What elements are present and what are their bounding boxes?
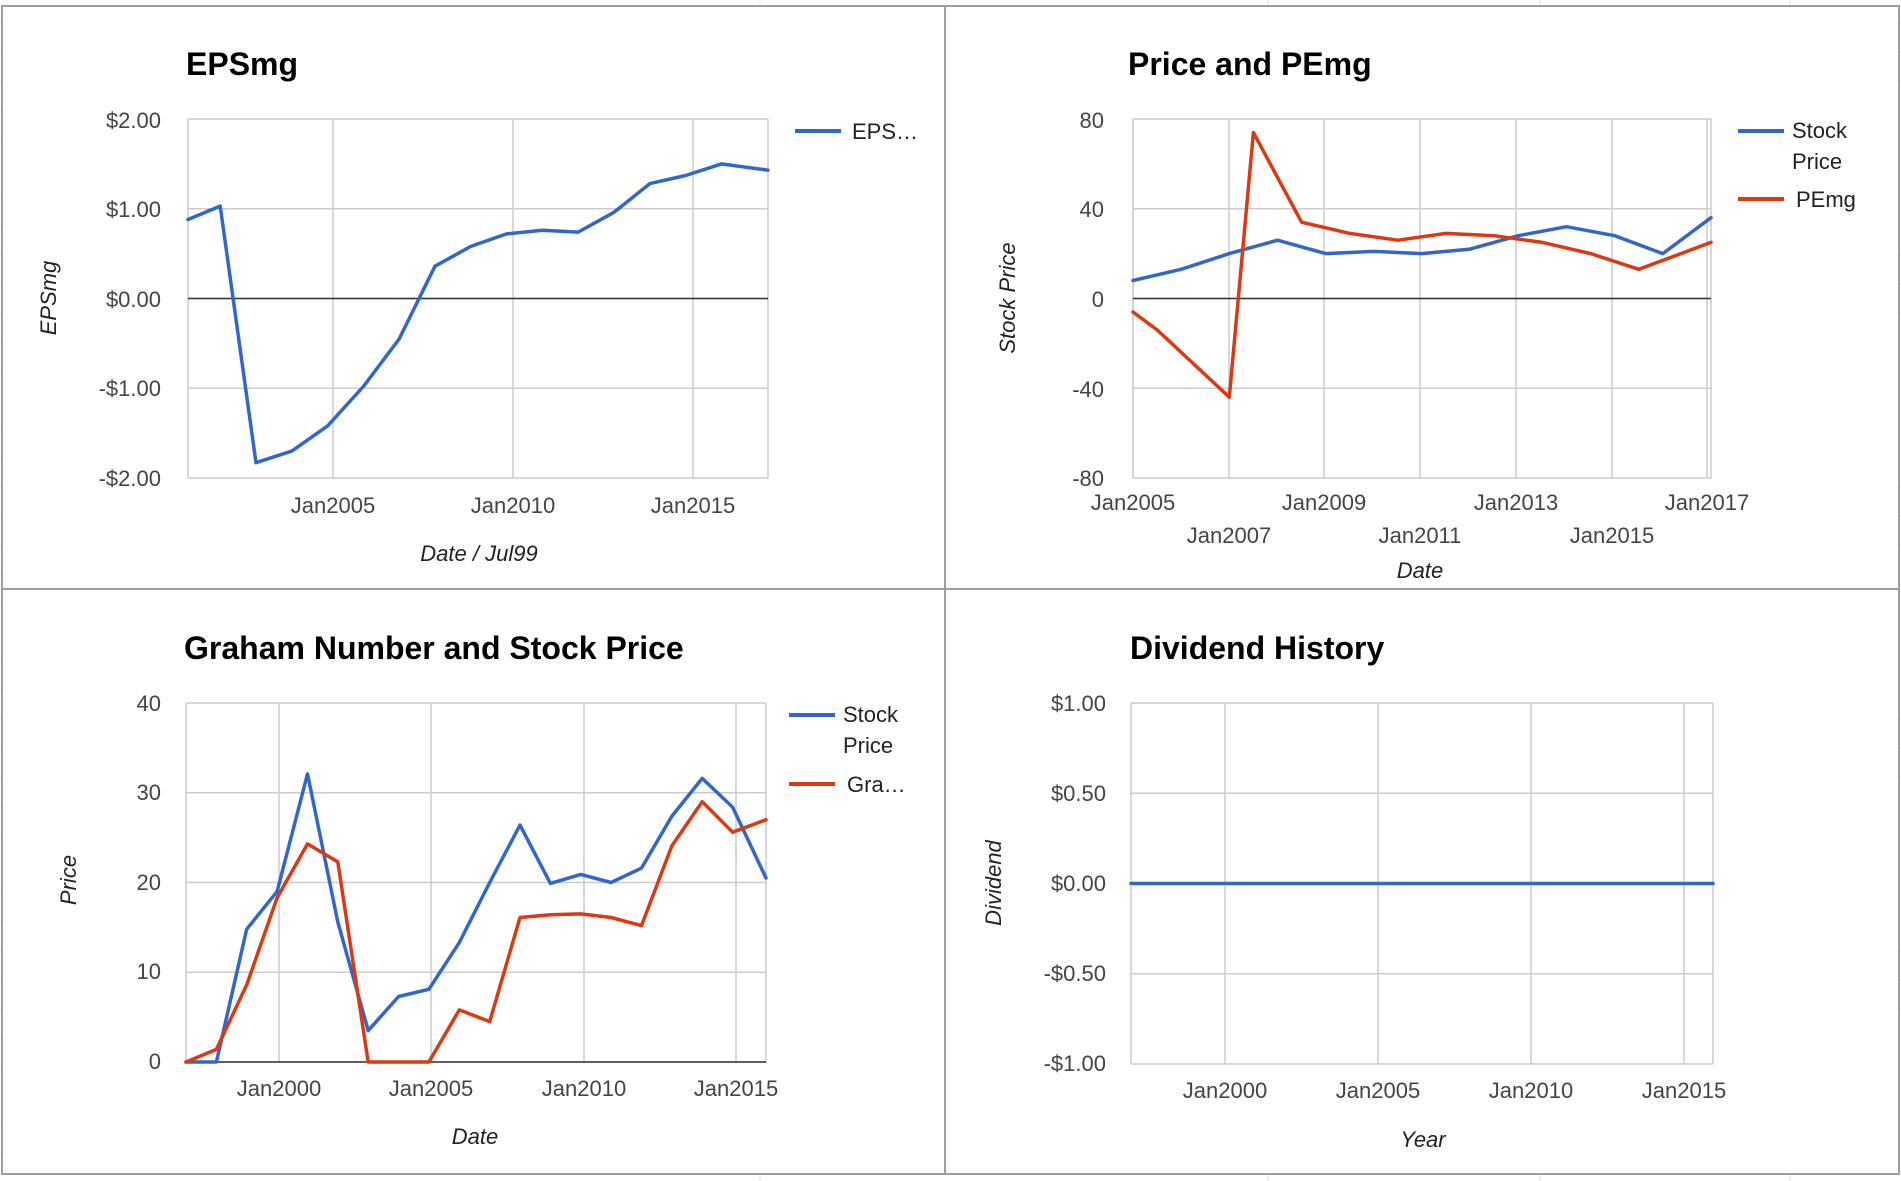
price-pe-x-tick-label: Jan2007 (1187, 523, 1271, 548)
graham-legend-label-graham: Gra… (847, 772, 906, 797)
price-pe-x-tick-labels: Jan2005 Jan2007 Jan2009 Jan2011 Jan2013 … (1091, 490, 1749, 548)
eps-y-tick-label: -$1.00 (99, 376, 161, 401)
price-pe-chart[interactable]: Price and PEmg 80 40 0 -40 -80 Jan2005 J… (944, 5, 1900, 590)
graham-y-tick-label: 10 (137, 959, 161, 984)
eps-x-tick-label: Jan2005 (291, 493, 375, 518)
price-pe-y-tick-label: -40 (1072, 377, 1104, 402)
dividend-x-tick-label: Jan2005 (1336, 1078, 1420, 1103)
price-pe-chart-title: Price and PEmg (1128, 46, 1372, 82)
graham-chart-title: Graham Number and Stock Price (184, 630, 684, 666)
price-pe-series-lines (1131, 130, 1713, 399)
graham-y-tick-label: 20 (137, 870, 161, 895)
graham-chart[interactable]: Graham Number and Stock Price 40 30 20 1… (1, 588, 946, 1175)
dividend-y-tick-label: $0.50 (1051, 781, 1106, 806)
eps-chart-frame (1, 5, 946, 590)
graham-y-tick-labels: 40 30 20 10 0 (137, 691, 161, 1074)
price-pe-x-tick-label: Jan2009 (1282, 490, 1366, 515)
price-pe-x-tick-label: Jan2005 (1091, 490, 1175, 515)
price-pe-x-tick-label: Jan2017 (1665, 490, 1749, 515)
dividend-y-tick-label: $1.00 (1051, 691, 1106, 716)
eps-series-lines (186, 162, 770, 465)
graham-x-tick-label: Jan2015 (694, 1076, 778, 1101)
series-line-stock-price[interactable] (184, 772, 768, 1064)
price-pe-x-tick-label: Jan2011 (1379, 523, 1462, 548)
dividend-x-axis-title: Year (1400, 1127, 1447, 1152)
eps-chart[interactable]: EPSmg $2.00 $1.00 $0.00 -$1.00 -$2.00 Ja… (1, 5, 946, 590)
graham-legend-label-stock: Stock Price (843, 702, 899, 758)
dividend-y-tick-labels: $1.00 $0.50 $0.00 -$0.50 -$1.00 (1044, 691, 1106, 1076)
eps-gridlines (187, 118, 769, 479)
dividend-x-tick-labels: Jan2000 Jan2005 Jan2010 Jan2015 (1183, 1078, 1726, 1103)
eps-x-axis-title: Date / Jul99 (420, 541, 537, 566)
eps-x-tick-label: Jan2015 (651, 493, 735, 518)
eps-y-tick-label: $0.00 (106, 287, 161, 312)
graham-x-tick-label: Jan2010 (542, 1076, 626, 1101)
graham-y-axis-title: Price (56, 855, 81, 905)
price-pe-y-tick-label: 0 (1092, 287, 1104, 312)
dividend-y-tick-label: $0.00 (1051, 871, 1106, 896)
graham-x-tick-label: Jan2000 (237, 1076, 321, 1101)
price-pe-legend[interactable]: Stock Price PEmg (1738, 115, 1897, 212)
graham-x-tick-label: Jan2005 (389, 1076, 473, 1101)
dividend-chart-frame (944, 588, 1900, 1175)
dividend-chart[interactable]: Dividend History $1.00 $0.50 $0.00 -$0.5… (944, 588, 1900, 1175)
dividend-y-tick-label: -$1.00 (1044, 1051, 1106, 1076)
graham-y-tick-label: 0 (149, 1049, 161, 1074)
price-pe-y-tick-label: 80 (1080, 108, 1104, 133)
eps-y-axis-title: EPSmg (36, 260, 61, 335)
graham-x-tick-labels: Jan2000 Jan2005 Jan2010 Jan2015 (237, 1076, 778, 1101)
graham-chart-frame (1, 588, 946, 1175)
price-pe-chart-frame (944, 5, 1900, 590)
graham-series-lines (184, 772, 768, 1064)
price-pe-y-axis-title: Stock Price (995, 242, 1020, 353)
price-pe-gridlines (1132, 118, 1712, 479)
eps-y-tick-label: -$2.00 (99, 466, 161, 491)
graham-x-axis-title: Date (452, 1124, 498, 1149)
price-pe-legend-label-pe: PEmg (1796, 187, 1856, 212)
series-line-gra[interactable] (184, 799, 768, 1064)
price-pe-x-tick-label: Jan2013 (1474, 490, 1558, 515)
price-pe-y-tick-label: -80 (1072, 466, 1104, 491)
series-line-stock-price[interactable] (1131, 215, 1713, 283)
graham-gridlines (185, 702, 767, 1063)
series-line-epsmg[interactable] (186, 162, 770, 465)
price-pe-y-tick-label: 40 (1080, 197, 1104, 222)
price-pe-legend-label-stock: Stock Price (1792, 118, 1848, 174)
eps-legend[interactable]: EPS… (795, 119, 918, 144)
price-pe-x-tick-label: Jan2015 (1570, 523, 1654, 548)
dividend-x-tick-label: Jan2010 (1489, 1078, 1573, 1103)
eps-y-tick-label: $1.00 (106, 197, 161, 222)
dividend-x-tick-label: Jan2000 (1183, 1078, 1267, 1103)
graham-y-tick-label: 40 (137, 691, 161, 716)
series-line-pemg[interactable] (1131, 130, 1713, 399)
eps-x-tick-labels: Jan2005 Jan2010 Jan2015 (291, 493, 735, 518)
eps-legend-label: EPS… (852, 119, 918, 144)
dividend-y-tick-label: -$0.50 (1044, 961, 1106, 986)
dividend-x-tick-label: Jan2015 (1642, 1078, 1726, 1103)
price-pe-y-tick-labels: 80 40 0 -40 -80 (1072, 108, 1104, 491)
eps-y-tick-labels: $2.00 $1.00 $0.00 -$1.00 -$2.00 (99, 108, 161, 491)
graham-y-tick-label: 30 (137, 780, 161, 805)
eps-x-tick-label: Jan2010 (471, 493, 555, 518)
graham-legend[interactable]: Stock Price Gra… (789, 699, 943, 797)
dividend-y-axis-title: Dividend (981, 839, 1006, 925)
eps-chart-title: EPSmg (186, 46, 298, 82)
price-pe-x-axis-title: Date (1397, 558, 1443, 583)
eps-y-tick-label: $2.00 (106, 108, 161, 133)
dividend-chart-title: Dividend History (1130, 630, 1384, 666)
